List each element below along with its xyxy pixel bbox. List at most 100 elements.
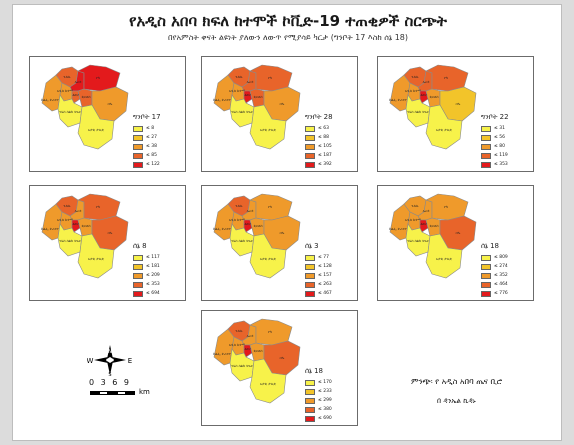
legend-swatch xyxy=(481,161,491,168)
district-label: አራዳ xyxy=(423,209,431,213)
district-nifas_silk xyxy=(405,223,431,257)
map-panel: ኮልፌ ቀራንዮ ጉለሌ አራዳ የካ አዲስ ከተማ ልደታ ቂርቆስ ቦሌ ንፋስ ስልክ … xyxy=(377,56,534,172)
scale-unit: km xyxy=(139,388,150,396)
map-panel: ኮልፌ ቀራንዮ ጉለሌ አራዳ የካ አዲስ ከተማ ልደታ ቂርቆስ ቦሌ ንፋስ ስልክ … xyxy=(29,185,186,301)
legend-label: ≤ 809 xyxy=(494,255,508,260)
legend-item: ≤ 85 xyxy=(133,151,185,160)
legend-title: ሰኔ 18 xyxy=(305,367,324,375)
legend-label: ≤ 209 xyxy=(146,273,160,278)
district-akaki xyxy=(77,233,115,279)
legend-label: ≤ 392 xyxy=(318,162,332,167)
legend-item: ≤ 181 xyxy=(133,262,185,271)
source-credit: ምንጭ፡ የ አዲስ አበባ ጤና ቢሮ xyxy=(411,377,503,386)
legend-label: ≤ 187 xyxy=(318,153,332,158)
legend-item: ≤ 27 xyxy=(133,133,185,142)
map-legend: ሰኔ 18 ≤ 170 ≤ 233 ≤ 299 ≤ 380 ≤ 690 xyxy=(305,367,357,423)
district-nifas_silk xyxy=(229,223,255,257)
legend-label: ≤ 27 xyxy=(146,135,157,140)
district-nifas_silk xyxy=(405,94,431,128)
district-label: ጉለሌ xyxy=(235,75,242,79)
legend-label: ≤ 170 xyxy=(318,380,332,385)
west-label: W xyxy=(87,357,94,365)
legend-item: ≤ 809 xyxy=(481,253,533,262)
district-label: አዲስ ከተማ xyxy=(405,218,422,222)
legend-label: ≤ 274 xyxy=(494,264,508,269)
district-lideta xyxy=(419,90,429,104)
district-label: ቦሌ xyxy=(280,356,285,360)
district-lideta xyxy=(243,219,253,233)
legend-item: ≤ 170 xyxy=(305,378,357,387)
legend-title: ግንቦት 22 xyxy=(481,113,509,121)
legend-item: ≤ 352 xyxy=(481,271,533,280)
district-label: ኮልፌ ቀራንዮ xyxy=(213,352,231,356)
district-label: ኮልፌ ቀራንዮ xyxy=(213,227,231,231)
legend-swatch xyxy=(133,125,143,132)
legend-label: ≤ 776 xyxy=(494,291,508,296)
legend-title: ሰኔ 3 xyxy=(305,242,319,250)
district-lideta xyxy=(243,90,253,104)
map-panel: ኮልፌ ቀራንዮ ጉለሌ አራዳ የካ አዲስ ከተማ ልደታ ቂርቆስ ቦሌ ንፋስ ስልክ … xyxy=(29,56,186,172)
legend-label: ≤ 56 xyxy=(494,135,505,140)
legend-item: ≤ 299 xyxy=(305,396,357,405)
district-label: ቦሌ xyxy=(456,102,461,106)
legend-title: ግንቦት 17 xyxy=(133,113,161,121)
legend-item: ≤ 209 xyxy=(133,271,185,280)
legend-item: ≤ 392 xyxy=(305,160,357,169)
district-label: ቂርቆስ xyxy=(82,95,91,99)
legend-item: ≤ 80 xyxy=(481,142,533,151)
legend-label: ≤ 380 xyxy=(318,407,332,412)
district-label: ጉለሌ xyxy=(235,204,242,208)
legend-swatch xyxy=(305,379,315,386)
legend-title: ሰኔ 8 xyxy=(133,242,147,250)
district-label: አራዳ xyxy=(247,80,255,84)
legend-label: ≤ 263 xyxy=(318,282,332,287)
legend-swatch xyxy=(305,134,315,141)
district-nifas_silk xyxy=(57,223,83,257)
district-label: ኮልፌ ቀራንዮ xyxy=(389,98,407,102)
legend-swatch xyxy=(305,388,315,395)
district-label: ቂርቆስ xyxy=(430,95,439,99)
legend-label: ≤ 157 xyxy=(318,273,332,278)
legend-swatch xyxy=(133,161,143,168)
district-label: አቃቂ ቃሊቲ xyxy=(88,128,105,132)
district-akaki xyxy=(425,104,463,150)
legend-item: ≤ 694 xyxy=(133,289,185,298)
district-lideta xyxy=(243,344,253,358)
legend-item: ≤ 63 xyxy=(305,124,357,133)
scale-bar: 0 3 6 9 km xyxy=(89,378,159,398)
district-label: አቃቂ ቃሊቲ xyxy=(260,128,277,132)
legend-swatch xyxy=(133,281,143,288)
east-label: E xyxy=(128,357,132,365)
map-subtitle: በየአምስት ቀናት ልዩነት ያለውን ለውጥ የሚያሳይ ካርታ (ግንቦት… xyxy=(167,33,408,42)
district-label: ቦሌ xyxy=(280,231,285,235)
legend-swatch xyxy=(133,254,143,261)
district-label: አዲስ ከተማ xyxy=(229,89,246,93)
legend-label: ≤ 38 xyxy=(146,144,157,149)
district-label: አራዳ xyxy=(247,209,255,213)
district-label: አዲስ ከተማ xyxy=(57,89,74,93)
legend-label: ≤ 105 xyxy=(318,144,332,149)
map-layout: የአዲስ አበባ ክፍለ ከተሞች ኮቪድ-19 ተጠቂዎች ስርጭት በየአም… xyxy=(12,4,562,441)
district-akaki xyxy=(249,233,287,279)
district-label: ጉለሌ xyxy=(411,75,418,79)
district-label: ኮልፌ ቀራንዮ xyxy=(41,227,59,231)
district-label: የካ xyxy=(268,330,272,334)
district-label: ኮልፌ ቀራንዮ xyxy=(389,227,407,231)
district-label: ንፋስ ስልክ ላፍቶ xyxy=(231,364,253,368)
legend-item: ≤ 128 xyxy=(305,262,357,271)
scale-bar-graphic xyxy=(90,391,135,395)
legend-item: ≤ 56 xyxy=(481,133,533,142)
legend-swatch xyxy=(133,152,143,159)
legend-swatch xyxy=(305,281,315,288)
district-label: ልደታ xyxy=(73,222,80,226)
legend-label: ≤ 352 xyxy=(494,273,508,278)
district-label: አዲስ ከተማ xyxy=(405,89,422,93)
legend-swatch xyxy=(481,272,491,279)
district-label: ጉለሌ xyxy=(63,75,70,79)
district-label: ንፋስ ስልክ ላፍቶ xyxy=(59,110,81,114)
legend-label: ≤ 181 xyxy=(146,264,160,269)
legend-label: ≤ 63 xyxy=(318,126,329,131)
